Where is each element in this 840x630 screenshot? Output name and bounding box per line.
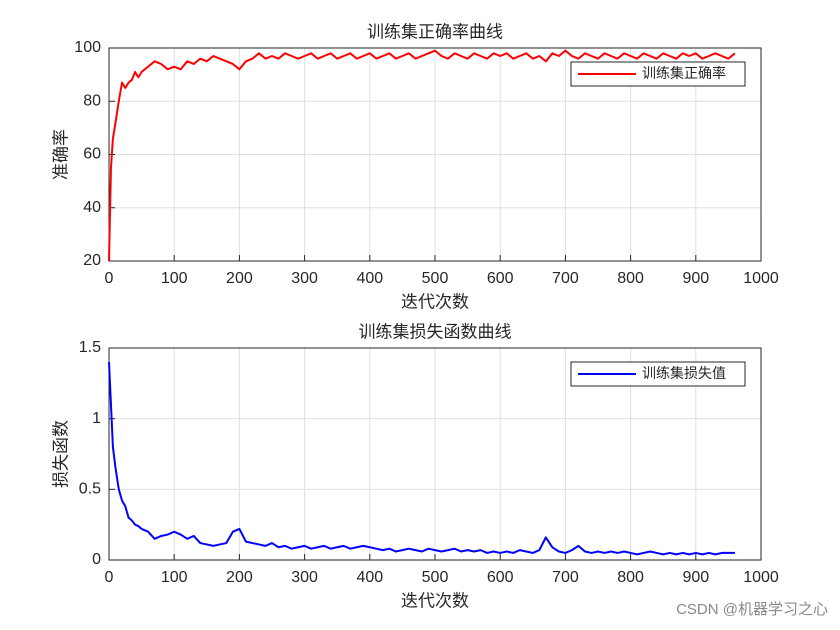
y-tick-label: 1.5 xyxy=(79,339,101,356)
axes-box xyxy=(108,347,762,561)
x-tick-label: 400 xyxy=(356,270,383,287)
watermark: CSDN @机器学习之心 xyxy=(676,601,828,618)
x-tick-label: 700 xyxy=(552,270,579,287)
legend-box xyxy=(570,361,746,387)
data-line xyxy=(108,49,736,262)
y-tick-label: 80 xyxy=(83,92,101,109)
x-tick-label: 900 xyxy=(682,270,709,287)
x-tick-label: 1000 xyxy=(743,270,779,287)
x-axis-label: 迭代次数 xyxy=(401,293,469,313)
x-tick-label: 500 xyxy=(422,270,449,287)
legend-label: 训练集损失值 xyxy=(642,365,726,382)
y-tick-label: 40 xyxy=(83,199,101,216)
chart-title: 训练集正确率曲线 xyxy=(367,23,503,43)
y-axis-label: 损失函数 xyxy=(52,420,72,488)
axes-box xyxy=(108,47,762,262)
x-tick-label: 800 xyxy=(617,569,644,586)
x-tick-label: 0 xyxy=(105,270,114,287)
x-tick-label: 200 xyxy=(226,270,253,287)
data-line xyxy=(108,362,735,556)
x-tick-label: 400 xyxy=(356,569,383,586)
x-tick-label: 1000 xyxy=(743,569,779,586)
y-tick-label: 60 xyxy=(83,146,101,163)
x-tick-label: 700 xyxy=(552,569,579,586)
x-axis-label: 迭代次数 xyxy=(401,592,469,612)
legend-label: 训练集正确率 xyxy=(642,65,726,82)
x-tick-label: 300 xyxy=(291,270,318,287)
x-tick-label: 500 xyxy=(422,569,449,586)
y-tick-label: 1 xyxy=(92,410,101,427)
x-tick-label: 800 xyxy=(617,270,644,287)
y-tick-label: 0 xyxy=(92,551,101,568)
x-tick-label: 600 xyxy=(487,569,514,586)
x-tick-label: 100 xyxy=(161,270,188,287)
x-tick-label: 200 xyxy=(226,569,253,586)
x-tick-label: 0 xyxy=(105,569,114,586)
x-tick-label: 900 xyxy=(682,569,709,586)
chart-title: 训练集损失函数曲线 xyxy=(359,323,512,343)
x-tick-label: 100 xyxy=(161,569,188,586)
x-tick-label: 600 xyxy=(487,270,514,287)
y-tick-label: 0.5 xyxy=(79,481,101,498)
x-tick-label: 300 xyxy=(291,569,318,586)
y-tick-label: 20 xyxy=(83,252,101,269)
y-tick-label: 100 xyxy=(74,39,101,56)
y-axis-label: 准确率 xyxy=(52,129,72,180)
